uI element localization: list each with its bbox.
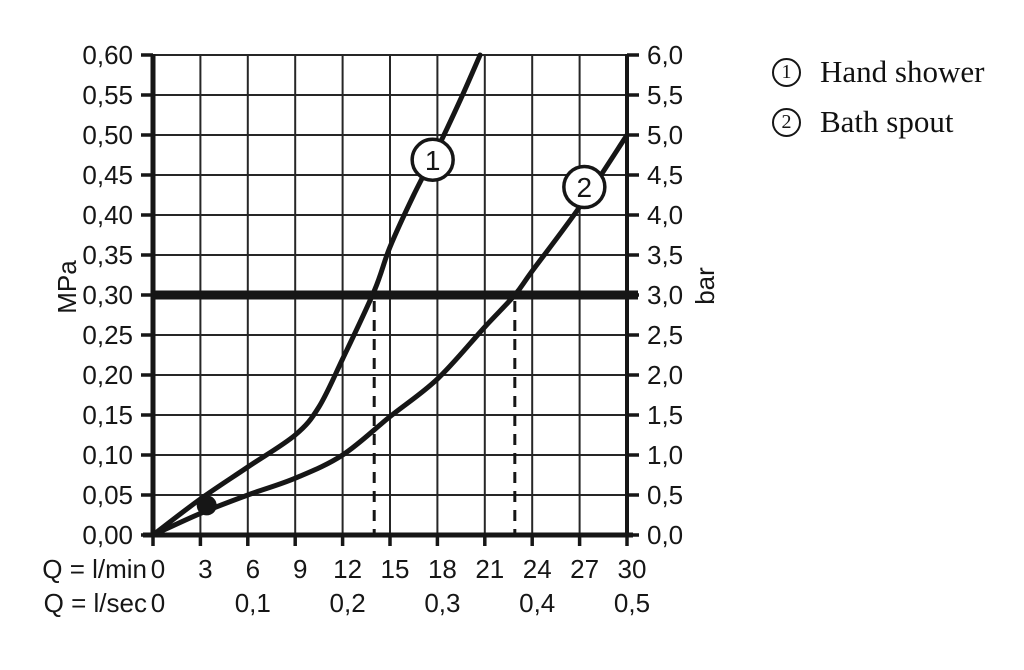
series-2-circle: [562, 164, 607, 210]
series-1-circle: [410, 137, 455, 183]
dashed-guides: [372, 301, 517, 535]
y-left-tick-labels: 0,60 0,55 0,50 0,45 0,40 0,35 0,30 0,25 0,20 0,15…: [82, 40, 133, 550]
legend-label-bath-spout: Bath spout: [820, 104, 954, 139]
x-lsec-tick-label: 0,5: [614, 588, 650, 618]
series-1-symbol: 1: [772, 57, 801, 87]
x-lmin-tick-label: 6: [246, 554, 260, 584]
y-left-tick-label: 0,30: [82, 280, 133, 310]
series-1-curve-label: 1: [410, 137, 455, 183]
y-right-tick-label: 3,0: [647, 280, 683, 310]
operating-point-dot: [196, 495, 217, 516]
y-right-tick-labels: 6,0 5,5 5,0 4,5 4,0 3,5 3,0 2,5 2,0 1,5 1,0 0,5 0,0: [647, 40, 683, 550]
y-left-tick-label: 0,20: [82, 360, 133, 390]
x-lmin-tick-label: 30: [618, 554, 647, 584]
y-right-tick-label: 1,5: [647, 400, 683, 430]
y-left-tick-label: 0,55: [82, 80, 133, 110]
legend-label-hand-shower: Hand shower: [820, 54, 985, 89]
x-lmin-tick-label: 0: [151, 554, 165, 584]
series-2-symbol: 2: [772, 107, 801, 137]
legend-item-bath-spout: 2 Bath spout: [772, 104, 984, 140]
series-1-number: 1: [425, 145, 441, 176]
y-left-tick-label: 0,25: [82, 320, 133, 350]
y-left-tick-label: 0,00: [82, 520, 133, 550]
y-right-tick-label: 5,0: [647, 120, 683, 150]
y-left-tick-label: 0,35: [82, 240, 133, 270]
series-2-curve-label: 2: [562, 164, 607, 210]
y-right-tick-label: 0,0: [647, 520, 683, 550]
y-right-tick-label: 3,5: [647, 240, 683, 270]
y-right-tick-label: 2,5: [647, 320, 683, 350]
x-lmin-tick-label: 18: [428, 554, 457, 584]
y-left-tick-label: 0,60: [82, 40, 133, 70]
x-lmin-tick-label: 15: [381, 554, 410, 584]
y-right-tick-label: 5,5: [647, 80, 683, 110]
x-lsec-tick-label: 0,4: [519, 588, 555, 618]
y-left-tick-label: 0,50: [82, 120, 133, 150]
y-left-tick-label: 0,15: [82, 400, 133, 430]
x-lsec-tick-label: 0,1: [235, 588, 271, 618]
legend: 1 Hand shower 2 Bath spout: [772, 54, 984, 154]
y-left-tick-label: 0,10: [82, 440, 133, 470]
x-axis-lmin-unit-label: Q = l/min: [42, 554, 147, 584]
x-lsec-tick-label: 0: [151, 588, 165, 618]
x-axis-lsec-unit-label: Q = l/sec: [44, 588, 147, 618]
y-right-tick-label: 6,0: [647, 40, 683, 70]
tick-marks: [141, 53, 639, 546]
x-lmin-tick-label: 24: [523, 554, 552, 584]
x-lmin-tick-label: 21: [475, 554, 504, 584]
y-right-tick-label: 2,0: [647, 360, 683, 390]
x-axis-lmin-labels: Q = l/min 0 3 6 9 12 15 18 21 24 27 30: [42, 554, 646, 584]
y-left-axis-unit-label: MPa: [52, 260, 82, 314]
legend-item-hand-shower: 1 Hand shower: [772, 54, 984, 90]
x-lmin-tick-label: 27: [570, 554, 599, 584]
y-right-tick-label: 4,5: [647, 160, 683, 190]
x-lsec-tick-label: 0,2: [330, 588, 366, 618]
x-lmin-tick-label: 9: [293, 554, 307, 584]
x-axis-lsec-labels: Q = l/sec 0 0,1 0,2 0,3 0,4 0,5: [44, 588, 650, 618]
y-right-tick-label: 0,5: [647, 480, 683, 510]
curve-series-2: [150, 132, 630, 538]
x-lmin-tick-label: 3: [198, 554, 212, 584]
y-right-tick-label: 1,0: [647, 440, 683, 470]
y-left-tick-label: 0,05: [82, 480, 133, 510]
y-right-axis-unit-label: bar: [690, 267, 720, 305]
x-lmin-tick-label: 12: [333, 554, 362, 584]
x-lsec-tick-label: 0,3: [424, 588, 460, 618]
y-left-tick-label: 0,45: [82, 160, 133, 190]
series-2-number: 2: [577, 172, 593, 203]
y-left-tick-label: 0,40: [82, 200, 133, 230]
y-right-tick-label: 4,0: [647, 200, 683, 230]
